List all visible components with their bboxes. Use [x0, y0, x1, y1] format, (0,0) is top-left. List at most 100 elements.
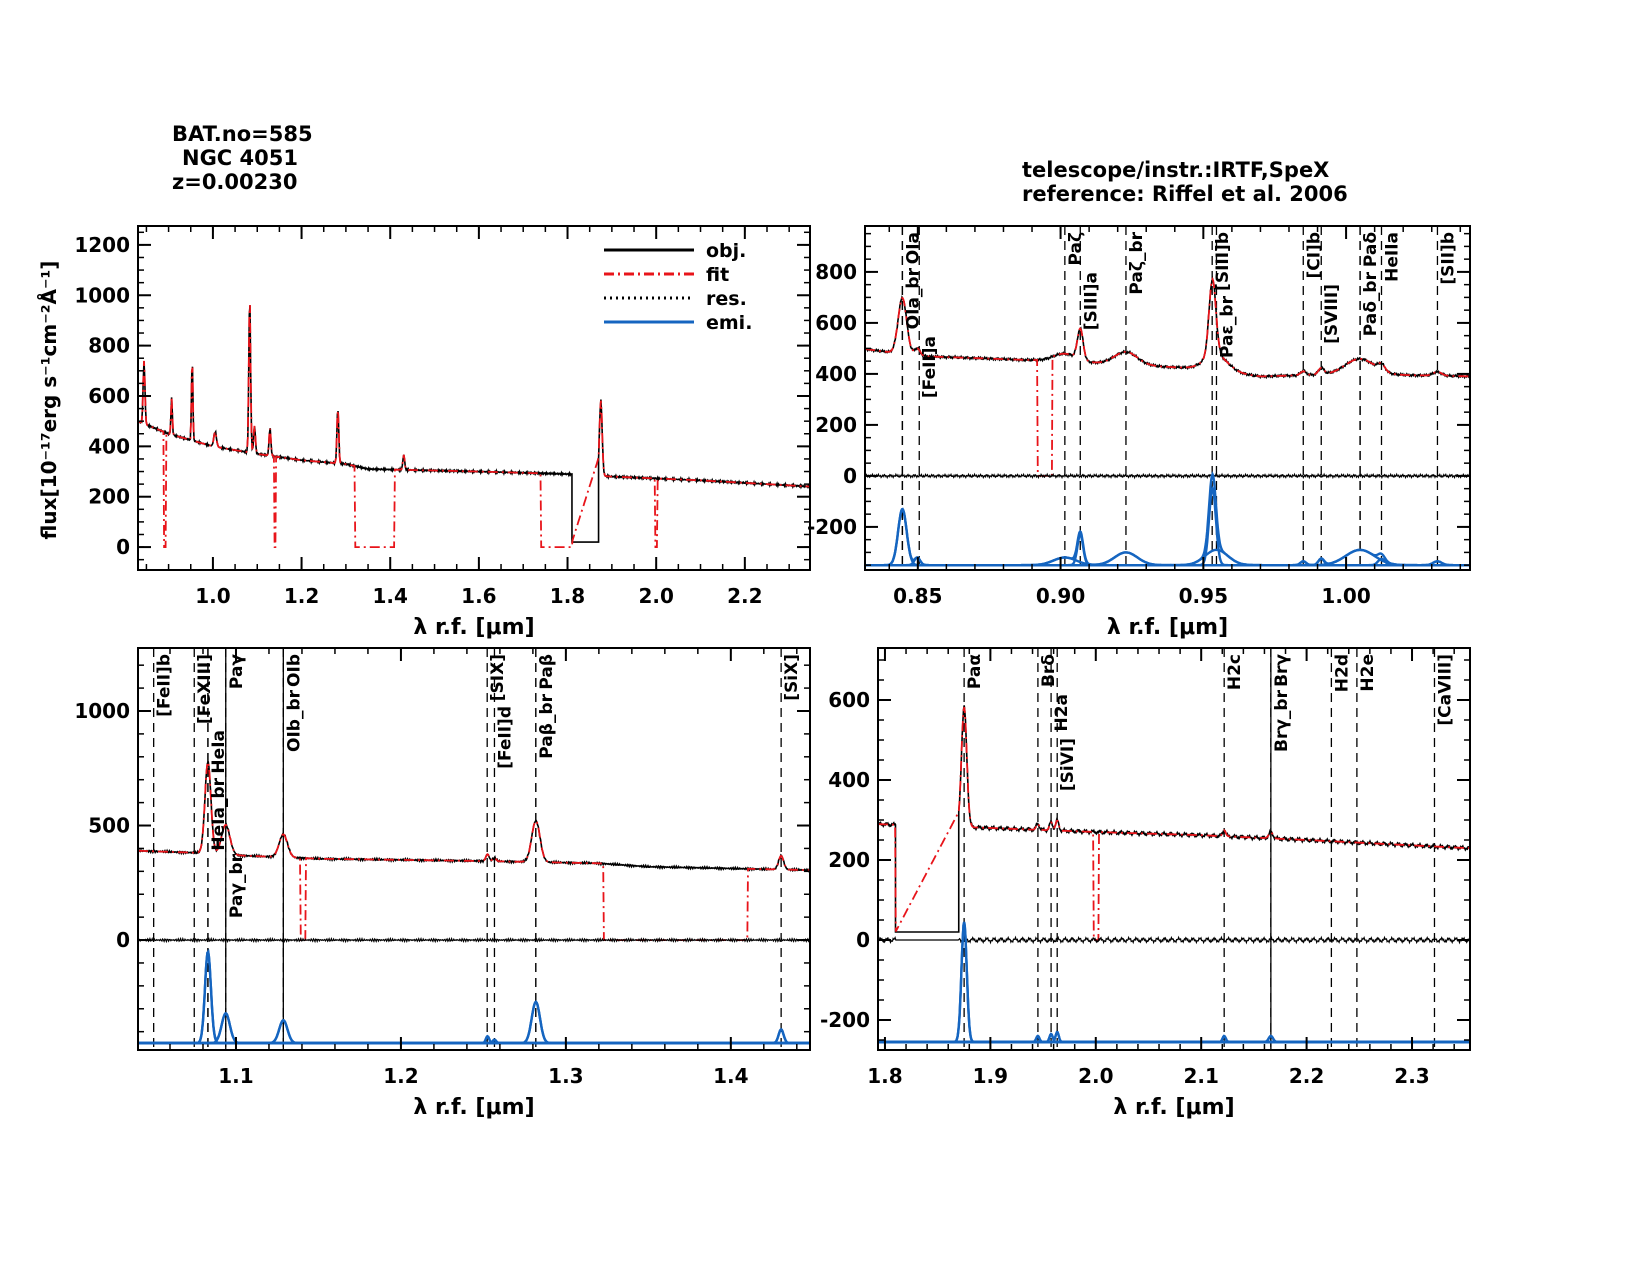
- emission-component: [138, 948, 810, 1045]
- line-marker-label: Paβ_br: [537, 693, 557, 758]
- line-marker-label: Brγ_br: [1272, 689, 1292, 752]
- y-tick-label: 600: [828, 688, 870, 712]
- line-marker-label: [SII]b: [1439, 232, 1459, 285]
- line-marker-label: [FeII]b: [155, 654, 175, 717]
- panel-2: OIa OIa_br [FeII]a Paζ [SIII]a Paζ_br [SIII]b P…: [807, 225, 1471, 640]
- y-tick-label: 1000: [74, 283, 130, 307]
- y-tick-label: -200: [820, 1008, 870, 1032]
- line-marker-label: [SVIII]: [1322, 284, 1342, 344]
- emission-component: [138, 1012, 810, 1045]
- line-marker-label: [SIII]b: [1213, 232, 1233, 291]
- y-tick-label: 400: [88, 434, 130, 458]
- line-marker-label: Brγ: [1272, 654, 1292, 687]
- x-tick-label: 1.6: [461, 584, 496, 608]
- line-marker-label: Paγ_br: [227, 853, 247, 918]
- y-tick-label: 800: [815, 260, 857, 284]
- emission-component: [865, 507, 1470, 567]
- line-marker-label: Paδ_br: [1361, 271, 1381, 336]
- x-axis-label: λ r.f. [μm]: [413, 615, 534, 640]
- line-marker-label: [SIX]: [488, 654, 508, 701]
- x-tick-label: 2.2: [727, 584, 762, 608]
- emission-component: [138, 1028, 810, 1045]
- line-marker-label: OIa: [903, 232, 923, 264]
- line-marker-label: [FeII]a: [920, 336, 940, 398]
- line-marker-label: HeIIa: [1383, 232, 1403, 282]
- x-tick-label: 1.4: [373, 584, 408, 608]
- x-axis-label: λ r.f. [μm]: [413, 1095, 534, 1120]
- x-tick-label: 1.2: [383, 1064, 418, 1088]
- x-tick-label: 2.2: [1289, 1064, 1324, 1088]
- obj-spectrum: [878, 705, 1470, 933]
- x-tick-label: 1.8: [550, 584, 585, 608]
- x-axis-label: λ r.f. [μm]: [1107, 615, 1228, 640]
- x-tick-label: 0.85: [893, 584, 942, 608]
- x-tick-label: 1.0: [195, 584, 230, 608]
- y-tick-label: -200: [807, 515, 857, 539]
- y-tick-label: 400: [815, 362, 857, 386]
- line-marker-label: HeIa: [209, 730, 229, 774]
- legend-label: emi.: [706, 312, 752, 334]
- emission-component: [138, 1019, 810, 1045]
- redshift: z=0.00230: [172, 170, 298, 194]
- y-tick-label: 0: [843, 464, 857, 488]
- y-tick-label: 600: [815, 311, 857, 335]
- emission-total: [878, 921, 1470, 1044]
- line-marker-label: OIa_br: [903, 267, 923, 329]
- line-marker-label: H2d: [1332, 654, 1352, 692]
- line-marker-label: [FeXIII]: [195, 654, 215, 724]
- y-tick-label: 200: [88, 485, 130, 509]
- line-marker-label: H2a: [1052, 694, 1072, 732]
- plot-frame: [877, 647, 1471, 1051]
- x-tick-label: 2.1: [1183, 1064, 1218, 1088]
- emission-total: [865, 471, 1470, 567]
- line-marker-label: [SiVI]: [1058, 738, 1078, 791]
- x-tick-label: 0.90: [1036, 584, 1085, 608]
- y-tick-label: 0: [116, 535, 130, 559]
- y-tick-label: 0: [856, 928, 870, 952]
- y-tick-label: 600: [88, 384, 130, 408]
- x-tick-label: 1.8: [867, 1064, 902, 1088]
- plot-frame: [137, 647, 811, 1051]
- line-marker-label: Paε_br: [1218, 295, 1238, 358]
- residual-spectrum: [878, 935, 1470, 945]
- x-tick-label: 1.1: [218, 1064, 253, 1088]
- x-axis-label: λ r.f. [μm]: [1113, 1095, 1234, 1120]
- plot-area: [138, 304, 810, 548]
- line-marker-label: [CI]b: [1304, 232, 1324, 279]
- fit-spectrum: [865, 276, 1470, 477]
- x-tick-label: 1.9: [973, 1064, 1008, 1088]
- plot-area: [865, 226, 1470, 570]
- x-tick-label: 0.95: [1179, 584, 1228, 608]
- y-tick-label: 200: [828, 848, 870, 872]
- y-tick-label: 500: [88, 814, 130, 838]
- line-marker-label: OIb_br: [284, 689, 304, 752]
- y-tick-label: 1200: [74, 233, 130, 257]
- x-tick-label: 2.0: [638, 584, 673, 608]
- plot-frame: [864, 225, 1471, 571]
- y-tick-label: 800: [88, 334, 130, 358]
- object-name: NGC 4051: [182, 146, 298, 170]
- legend-label: fit: [706, 264, 729, 286]
- x-tick-label: 2.0: [1078, 1064, 1113, 1088]
- emission-component: [865, 548, 1470, 567]
- x-tick-label: 1.4: [713, 1064, 748, 1088]
- fit-spectrum: [878, 706, 1470, 941]
- y-tick-label: 400: [828, 768, 870, 792]
- legend-label: obj.: [706, 240, 746, 262]
- line-marker-label: Paδ: [1361, 232, 1381, 267]
- emission-component: [138, 1000, 810, 1045]
- line-marker-label: Paα: [965, 654, 985, 689]
- plot-area: [878, 648, 1470, 1050]
- line-marker-label: Paγ: [227, 654, 247, 689]
- line-marker-label: H2e: [1358, 654, 1378, 692]
- line-marker-label: HeIa_br: [209, 777, 229, 850]
- line-marker-label: Paζ: [1066, 232, 1086, 266]
- y-tick-label: 1000: [74, 699, 130, 723]
- fit-spectrum: [138, 304, 810, 548]
- line-marker-label: [SiX]: [782, 654, 802, 701]
- residual-spectrum: [138, 936, 810, 944]
- line-marker-label: [SIII]a: [1081, 272, 1101, 330]
- x-tick-label: 2.3: [1394, 1064, 1429, 1088]
- line-marker-label: [FeII]d: [496, 706, 516, 769]
- panel-1: 1.0 1.2 1.4 1.6 1.8 2.0 2.2 0 200 400 600 800 1000 12…: [74, 225, 811, 640]
